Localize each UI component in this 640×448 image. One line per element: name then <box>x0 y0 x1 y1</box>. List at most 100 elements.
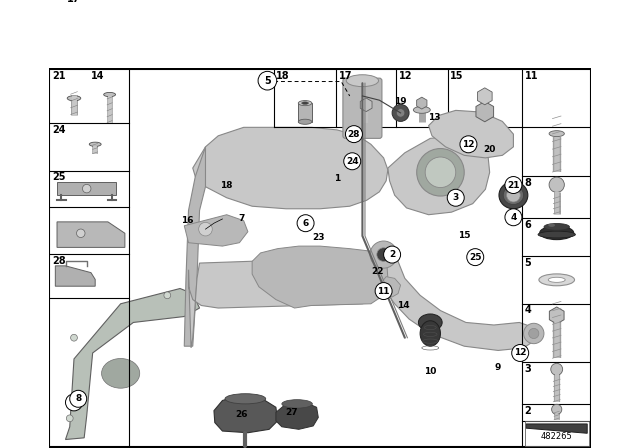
Ellipse shape <box>544 224 570 230</box>
Text: 21: 21 <box>507 181 520 190</box>
Circle shape <box>65 394 83 411</box>
Circle shape <box>375 283 392 300</box>
Text: 1: 1 <box>334 174 340 183</box>
Text: 24: 24 <box>346 157 358 166</box>
Text: 5: 5 <box>264 76 271 86</box>
Text: 13: 13 <box>428 112 441 122</box>
Circle shape <box>198 222 212 236</box>
Circle shape <box>164 292 171 299</box>
Ellipse shape <box>548 277 565 282</box>
Circle shape <box>512 345 529 362</box>
Text: 12: 12 <box>514 349 527 358</box>
Text: 21: 21 <box>52 71 65 82</box>
Circle shape <box>417 149 464 196</box>
Text: 7: 7 <box>239 215 245 224</box>
Ellipse shape <box>225 394 266 404</box>
Text: 8: 8 <box>525 178 531 188</box>
Circle shape <box>425 157 456 188</box>
Text: 18: 18 <box>276 70 290 81</box>
Circle shape <box>460 136 477 153</box>
Text: 14: 14 <box>91 71 104 82</box>
Text: 12: 12 <box>462 140 475 149</box>
Circle shape <box>383 246 401 263</box>
Circle shape <box>297 215 314 232</box>
Text: 4: 4 <box>510 213 516 222</box>
Polygon shape <box>189 257 386 348</box>
Ellipse shape <box>67 96 81 101</box>
Polygon shape <box>214 396 278 433</box>
Polygon shape <box>57 182 116 195</box>
Text: 24: 24 <box>52 125 65 135</box>
Text: 27: 27 <box>285 408 298 417</box>
Circle shape <box>258 71 276 90</box>
Circle shape <box>370 241 397 268</box>
FancyBboxPatch shape <box>343 78 382 138</box>
Polygon shape <box>184 147 205 346</box>
Polygon shape <box>526 424 588 433</box>
Circle shape <box>83 185 91 193</box>
Text: 16: 16 <box>181 216 194 225</box>
Polygon shape <box>276 402 318 429</box>
Text: 2: 2 <box>389 250 396 259</box>
Ellipse shape <box>282 400 312 408</box>
Text: 8: 8 <box>75 394 81 403</box>
Text: 19: 19 <box>394 97 407 106</box>
FancyBboxPatch shape <box>298 103 312 122</box>
Ellipse shape <box>540 226 573 240</box>
Circle shape <box>524 323 544 344</box>
Circle shape <box>507 189 520 202</box>
Text: 6: 6 <box>525 220 531 230</box>
Circle shape <box>346 125 362 142</box>
Polygon shape <box>375 246 536 350</box>
Ellipse shape <box>503 186 524 205</box>
Circle shape <box>529 328 539 339</box>
Circle shape <box>551 363 563 375</box>
Text: 23: 23 <box>312 233 324 242</box>
Ellipse shape <box>298 100 312 106</box>
Polygon shape <box>252 246 388 308</box>
Text: 3: 3 <box>452 193 459 202</box>
Circle shape <box>344 153 361 170</box>
Ellipse shape <box>298 119 312 124</box>
Polygon shape <box>193 127 388 209</box>
Text: 25: 25 <box>469 253 481 262</box>
Circle shape <box>70 334 77 341</box>
Circle shape <box>67 415 73 422</box>
Text: 17: 17 <box>67 0 81 4</box>
Text: 12: 12 <box>399 70 412 81</box>
Polygon shape <box>380 277 401 297</box>
Ellipse shape <box>102 358 140 388</box>
Polygon shape <box>55 266 95 286</box>
Text: 15: 15 <box>458 232 470 241</box>
Text: 5: 5 <box>525 258 531 268</box>
Text: 4: 4 <box>525 305 531 315</box>
Ellipse shape <box>89 142 101 146</box>
Polygon shape <box>65 289 200 439</box>
Circle shape <box>447 189 464 206</box>
Ellipse shape <box>104 92 116 97</box>
Text: 10: 10 <box>424 367 436 376</box>
Text: 6: 6 <box>303 219 308 228</box>
Ellipse shape <box>301 102 308 104</box>
Ellipse shape <box>549 131 564 137</box>
Text: 25: 25 <box>52 172 65 182</box>
Ellipse shape <box>413 107 430 113</box>
Text: 8: 8 <box>70 397 77 407</box>
Text: 28: 28 <box>348 129 360 138</box>
Text: 26: 26 <box>236 409 248 418</box>
Ellipse shape <box>499 181 528 209</box>
Circle shape <box>377 248 390 261</box>
Text: 28: 28 <box>52 256 65 266</box>
Text: 9: 9 <box>495 363 501 372</box>
Polygon shape <box>184 215 248 246</box>
FancyBboxPatch shape <box>49 69 591 447</box>
Polygon shape <box>429 110 513 158</box>
Text: 482265: 482265 <box>541 432 573 441</box>
Text: 11: 11 <box>525 70 538 81</box>
Ellipse shape <box>548 224 555 227</box>
Text: 15: 15 <box>450 70 463 81</box>
Circle shape <box>505 209 522 226</box>
Polygon shape <box>388 136 490 215</box>
Circle shape <box>552 404 562 414</box>
Text: 17: 17 <box>339 70 353 81</box>
